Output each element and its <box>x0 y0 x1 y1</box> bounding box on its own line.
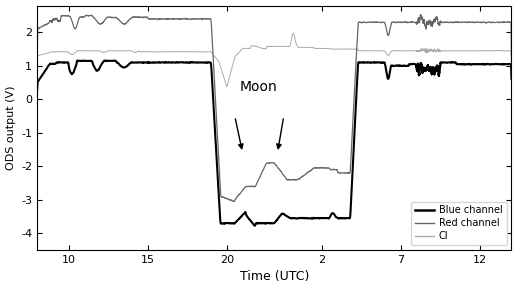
X-axis label: Time (UTC): Time (UTC) <box>239 271 309 284</box>
Text: Moon: Moon <box>239 80 277 94</box>
Legend: Blue channel, Red channel, CI: Blue channel, Red channel, CI <box>410 201 507 245</box>
Y-axis label: ODS output (V): ODS output (V) <box>6 86 16 170</box>
